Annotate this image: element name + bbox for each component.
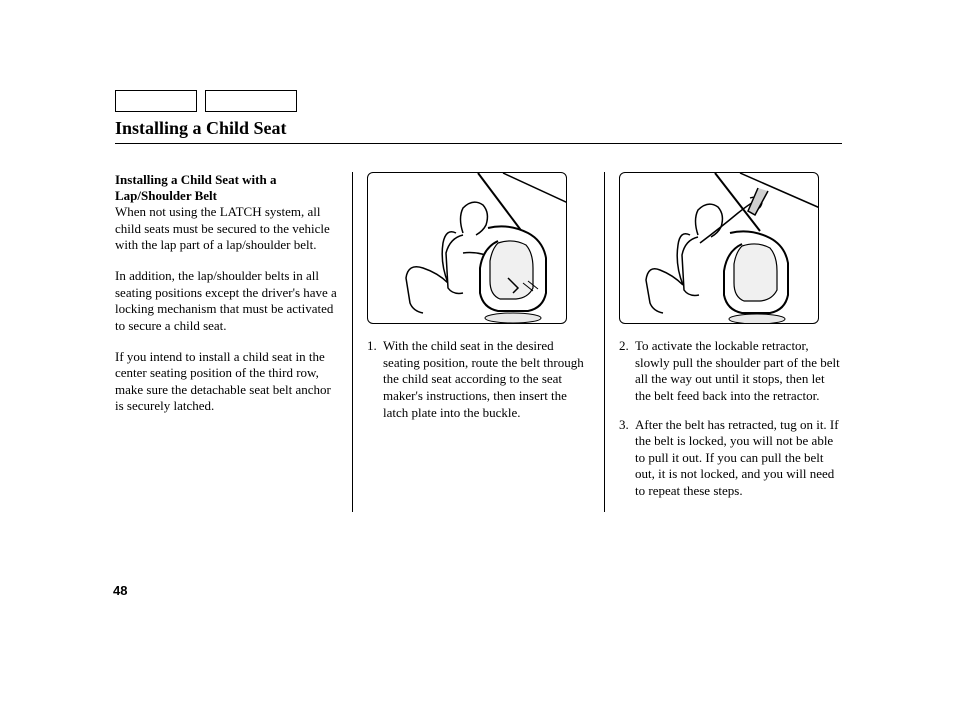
illustration-route-belt bbox=[367, 172, 567, 324]
step-number: 2. bbox=[619, 338, 635, 405]
paragraph: When not using the LATCH system, all chi… bbox=[115, 204, 338, 254]
step-2: 2. To activate the lockable retractor, s… bbox=[619, 338, 842, 405]
step-text: With the child seat in the desired seati… bbox=[383, 338, 590, 421]
column-1: Installing a Child Seat with a Lap/Shoul… bbox=[115, 172, 352, 512]
column-3: 2. To activate the lockable retractor, s… bbox=[604, 172, 842, 512]
step-number: 1. bbox=[367, 338, 383, 421]
step-number: 3. bbox=[619, 417, 635, 500]
tab-box-2 bbox=[205, 90, 297, 112]
step-text: After the belt has retracted, tug on it.… bbox=[635, 417, 842, 500]
tab-box-1 bbox=[115, 90, 197, 112]
content-columns: Installing a Child Seat with a Lap/Shoul… bbox=[115, 172, 842, 512]
page-title: Installing a Child Seat bbox=[115, 118, 842, 144]
sub-heading: Installing a Child Seat with a Lap/Shoul… bbox=[115, 172, 338, 203]
illustration-pull-belt bbox=[619, 172, 819, 324]
step-3: 3. After the belt has retracted, tug on … bbox=[619, 417, 842, 500]
paragraph: If you intend to install a child seat in… bbox=[115, 349, 338, 416]
step-1: 1. With the child seat in the desired se… bbox=[367, 338, 590, 421]
column-2: 1. With the child seat in the desired se… bbox=[352, 172, 604, 512]
paragraph: In addition, the lap/shoulder belts in a… bbox=[115, 268, 338, 335]
page-number: 48 bbox=[113, 583, 127, 598]
step-text: To activate the lockable retractor, slow… bbox=[635, 338, 842, 405]
header-tabs bbox=[115, 90, 842, 112]
